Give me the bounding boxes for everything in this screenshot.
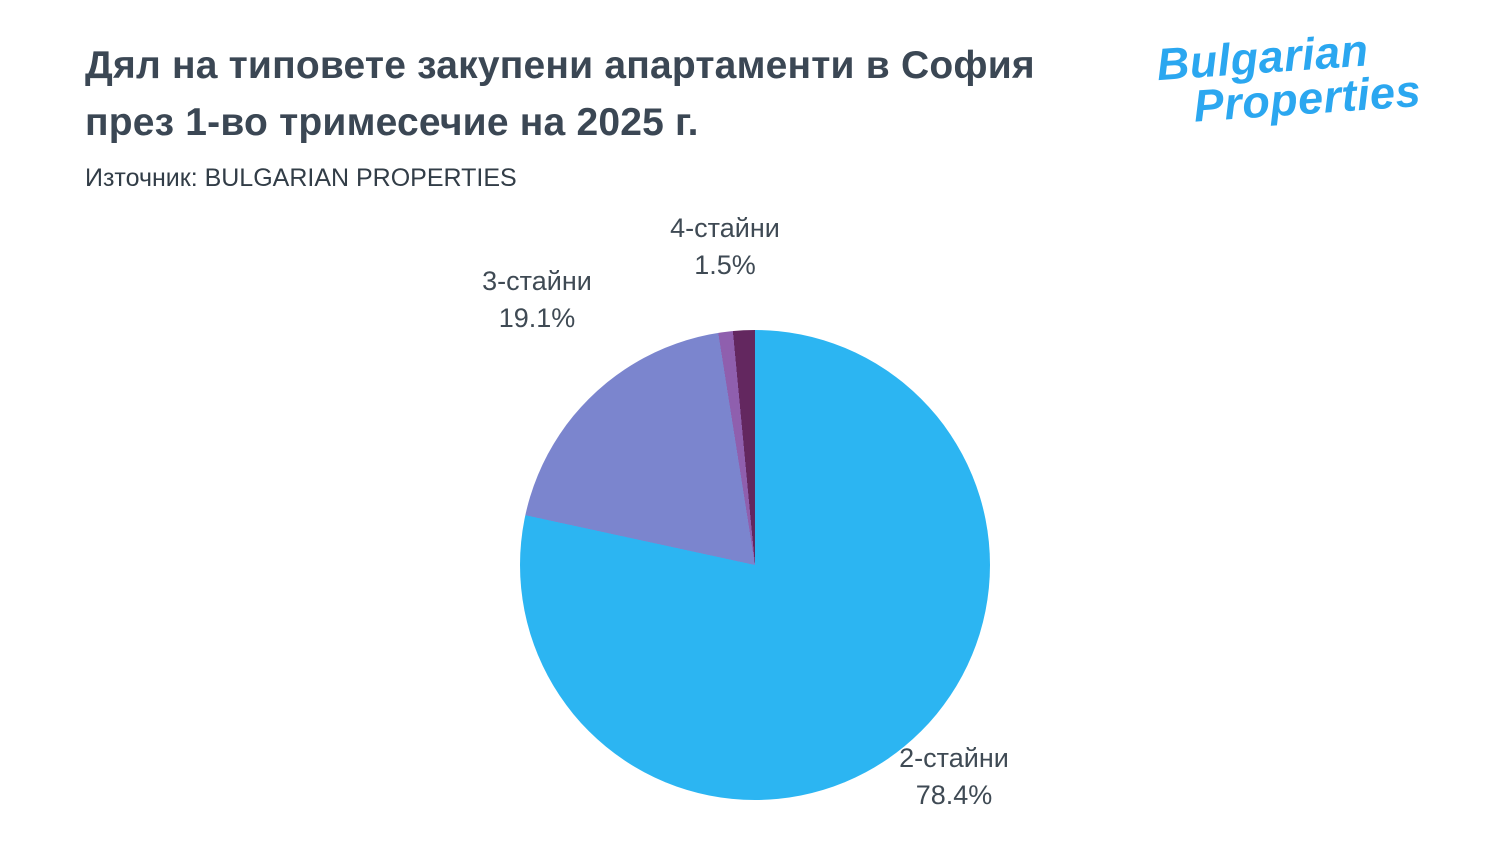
- bulgarian-properties-logo: Bulgarian Properties: [1155, 24, 1423, 132]
- page-title: Дял на типовете закупени апартаменти в С…: [85, 38, 1035, 151]
- slice-label-2-stai-name: 2-стайни: [899, 743, 1009, 773]
- logo-line2: Properties: [1192, 64, 1423, 132]
- slice-label-3-stai-pct: 19.1%: [498, 303, 576, 334]
- slice-label-3-stai-name: 3-стайни: [482, 266, 592, 296]
- slice-label-3-stai: 3-стайни 19.1%: [448, 263, 626, 338]
- slice-label-4-stai-name: 4-стайни: [670, 213, 780, 243]
- slice-label-4-stai-pct: 1.5%: [694, 250, 756, 281]
- source-caption: Източник: BULGARIAN PROPERTIES: [85, 164, 517, 192]
- slice-label-4-stai: 4-стайни 1.5%: [640, 210, 810, 285]
- pie-chart: [520, 330, 990, 800]
- page-title-line1: Дял на типовете закупени апартаменти в С…: [85, 44, 1035, 87]
- slice-label-2-stai: 2-стайни 78.4%: [858, 740, 1050, 815]
- page-title-line2: през 1-во тримесечие на 2025 г.: [85, 100, 699, 144]
- slice-label-2-stai-pct: 78.4%: [915, 780, 993, 811]
